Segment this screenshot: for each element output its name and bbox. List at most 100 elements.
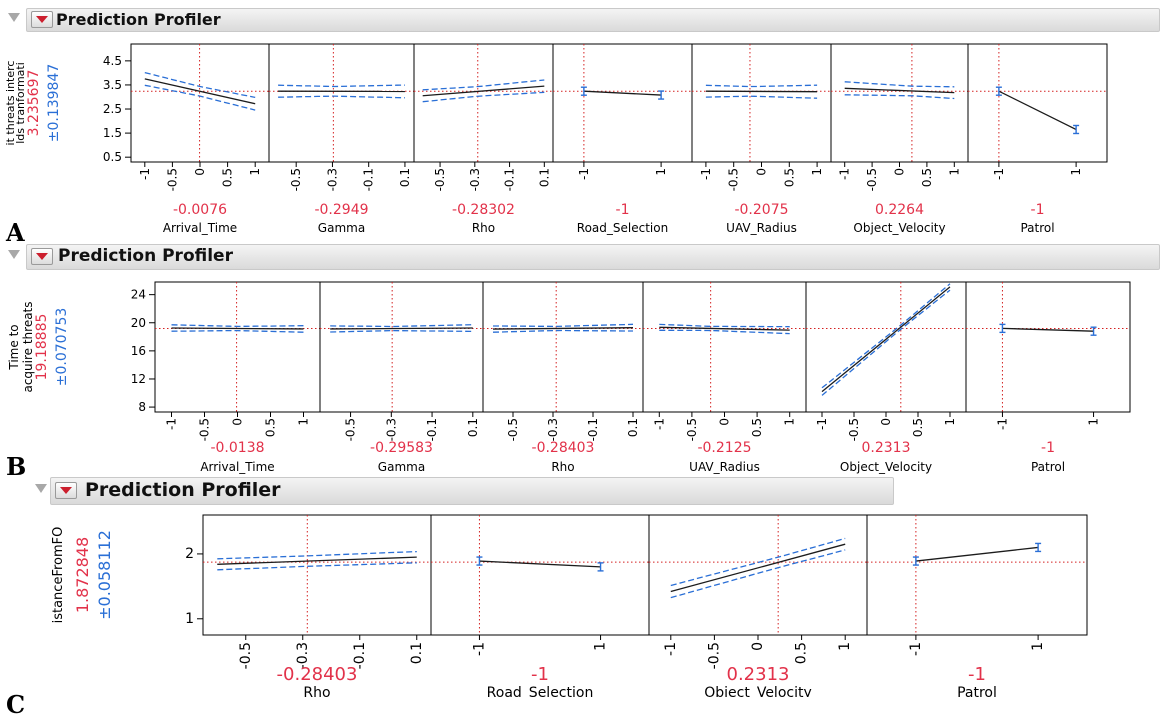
response-value: 19.18885 <box>34 314 50 381</box>
prediction-line <box>492 327 634 330</box>
red-menu-icon[interactable] <box>31 248 53 265</box>
y-tick-label: 20 <box>131 316 146 330</box>
prediction-line <box>217 556 417 565</box>
factor-name: Gamma <box>318 221 365 235</box>
y-tick-label: 16 <box>131 344 146 358</box>
x-tick-label: -0.5 <box>685 418 699 441</box>
ci-lower-line <box>844 94 955 100</box>
ci-upper-line <box>217 550 417 560</box>
ci-lower-line <box>217 562 417 571</box>
ci-upper-line <box>821 283 951 389</box>
factor-name: Gamma <box>378 460 425 474</box>
factor-current-value: -1 <box>1041 440 1055 456</box>
x-tick-label: 1 <box>783 418 797 426</box>
ci-lower-line <box>278 95 405 99</box>
factor-panel <box>130 43 270 163</box>
red-menu-icon[interactable] <box>55 482 77 499</box>
factor-name: Object_Velocity <box>840 460 932 474</box>
factor-current-value: -0.29583 <box>370 440 433 456</box>
x-tick-label: 0.5 <box>920 168 934 187</box>
x-tick-label: -0.5 <box>165 168 179 191</box>
profiler-plot-b: Time to acquire threats 19.18885 ±0.070753 8… <box>7 281 1131 474</box>
factor-name: Arrival_Time <box>200 460 274 474</box>
x-tick-label: 0 <box>893 168 907 176</box>
x-tick-label: 0 <box>718 418 732 426</box>
ci-lower-line <box>659 329 790 335</box>
red-menu-icon[interactable] <box>31 11 53 28</box>
factor-current-value: 0.2264 <box>875 202 924 218</box>
x-tick-label: -0.1 <box>362 168 376 191</box>
panel-label-a: A <box>6 218 25 247</box>
x-tick-label: -1 <box>138 168 152 180</box>
response-label: it threats interc <box>4 61 17 146</box>
factor-panel <box>965 281 1131 413</box>
factor-name: Rho <box>303 685 330 697</box>
x-tick-label: 0 <box>193 168 207 176</box>
x-tick-label: -0.1 <box>425 418 439 441</box>
factor-name: Road_Selection <box>577 221 668 235</box>
x-tick-label: -0.3 <box>325 168 339 191</box>
panel-frame <box>830 43 969 163</box>
factor-current-value: -1 <box>1031 202 1045 218</box>
panel-frame <box>202 514 432 636</box>
ci-upper-line <box>844 81 955 88</box>
x-tick-label: 0.5 <box>264 418 278 437</box>
factor-panel <box>268 43 415 163</box>
ci-upper-line <box>705 84 818 88</box>
panel-frame <box>866 514 1088 636</box>
prediction-line <box>330 327 473 330</box>
factor-name: Object_Velocity <box>853 221 945 235</box>
ci-lower-line <box>422 91 545 103</box>
ci-lower-line <box>492 329 633 333</box>
x-tick-label: 1 <box>1069 168 1083 176</box>
factor-current-value: -1 <box>968 664 986 685</box>
x-tick-label: -0.1 <box>586 418 600 441</box>
x-tick-label: -0.3 <box>468 168 482 191</box>
x-tick-label: -1 <box>838 168 852 180</box>
ci-upper-line <box>144 71 256 99</box>
ci-lower-line <box>144 84 256 111</box>
x-tick-label: -0.5 <box>433 168 447 191</box>
x-tick-label: -1 <box>165 418 179 430</box>
x-tick-label: 1 <box>810 168 824 176</box>
response-value: 3.235697 <box>26 70 42 137</box>
x-tick-label: 1 <box>947 168 961 176</box>
factor-name: Road_Selection <box>487 685 594 697</box>
x-tick-label: -0.1 <box>352 642 368 669</box>
ci-upper-line <box>659 323 790 328</box>
factor-name: Object_Velocity <box>704 685 812 697</box>
panel-label-c: C <box>6 690 26 719</box>
disclosure-triangle-icon[interactable] <box>8 250 20 259</box>
x-tick-label: 0.5 <box>794 642 810 664</box>
factor-current-value: -0.28403 <box>532 440 595 456</box>
header-bar-a <box>26 8 1160 32</box>
prediction-line <box>171 327 304 330</box>
ci-upper-line <box>493 323 634 328</box>
factor-panel <box>552 43 693 163</box>
ci-lower-line <box>670 549 846 599</box>
x-tick-label: -1 <box>992 168 1006 180</box>
x-tick-label: -0.1 <box>503 168 517 191</box>
x-tick-label: -1 <box>815 418 829 430</box>
x-tick-label: 1 <box>297 418 311 426</box>
x-tick-label: 0.5 <box>750 418 764 437</box>
panel-frame <box>642 281 807 413</box>
factor-current-value: -0.28302 <box>452 202 515 218</box>
prediction-line <box>1002 327 1094 332</box>
ci-lower-line <box>821 289 951 396</box>
x-tick-label: -0.5 <box>289 168 303 191</box>
y-tick-label: 4.5 <box>103 54 122 68</box>
panel-frame <box>413 43 554 163</box>
disclosure-triangle-icon[interactable] <box>35 484 47 493</box>
prediction-line <box>422 85 545 97</box>
header-title: Prediction Profiler <box>85 479 281 501</box>
disclosure-triangle-icon[interactable] <box>8 13 20 22</box>
panel-frame <box>805 281 967 413</box>
ci-upper-line <box>171 324 304 328</box>
factor-panel <box>648 514 868 636</box>
x-tick-label: 0.1 <box>409 642 425 664</box>
panel-frame <box>552 43 693 163</box>
factor-panel <box>319 281 484 413</box>
